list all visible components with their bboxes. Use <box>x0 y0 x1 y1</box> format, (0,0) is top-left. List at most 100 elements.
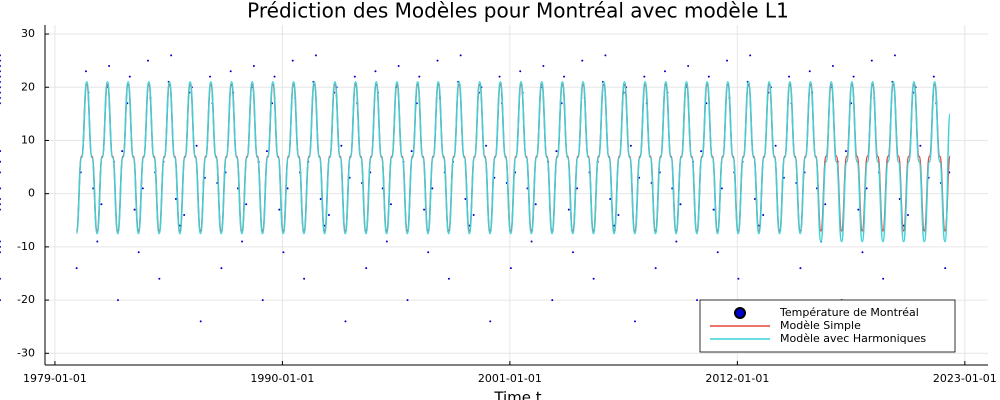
data-point <box>340 144 343 147</box>
data-point <box>687 64 690 67</box>
data-point <box>530 240 533 243</box>
x-axis-label: Time t <box>493 389 541 400</box>
data-point <box>633 320 636 323</box>
data-point <box>195 144 198 147</box>
data-point <box>679 203 682 206</box>
x-tick-label: 1979-01-01 <box>23 372 87 385</box>
data-point <box>808 70 811 73</box>
y-tick-label: 10 <box>21 133 35 146</box>
data-point <box>831 64 834 67</box>
y-tick-label: -30 <box>17 346 35 359</box>
data-point <box>459 54 462 57</box>
data-point <box>542 64 545 67</box>
data-point <box>0 64 1 67</box>
data-point <box>245 203 248 206</box>
data-point <box>84 70 87 73</box>
data-point <box>96 240 99 243</box>
data-point <box>675 240 678 243</box>
data-point <box>654 267 657 270</box>
data-point <box>581 59 584 62</box>
data-point <box>0 150 1 153</box>
data-point <box>0 203 1 206</box>
data-point <box>278 208 281 211</box>
data-point <box>0 91 1 94</box>
data-point <box>353 75 356 78</box>
data-point <box>0 96 1 99</box>
data-point <box>485 144 488 147</box>
data-point <box>509 267 512 270</box>
data-point <box>629 144 632 147</box>
data-point <box>0 277 1 280</box>
legend-marker <box>734 307 746 319</box>
data-point <box>427 251 430 254</box>
data-point <box>137 251 140 254</box>
data-point <box>423 208 426 211</box>
data-point <box>0 245 1 248</box>
data-point <box>944 267 947 270</box>
data-point <box>273 75 276 78</box>
data-point <box>286 187 289 190</box>
data-point <box>519 70 522 73</box>
data-point <box>472 213 475 216</box>
data-point <box>406 299 409 302</box>
data-point <box>447 277 450 280</box>
x-tick-label: 2023-01-01 <box>933 372 997 385</box>
data-point <box>220 267 223 270</box>
data-point <box>0 187 1 190</box>
legend-label: Modèle avec Harmoniques <box>780 332 926 345</box>
data-point <box>716 251 719 254</box>
data-point <box>133 208 136 211</box>
data-point <box>0 75 1 78</box>
data-point <box>174 197 177 200</box>
data-point <box>865 187 868 190</box>
data-point <box>0 80 1 83</box>
data-point <box>0 86 1 89</box>
data-point <box>753 197 756 200</box>
data-point <box>183 213 186 216</box>
data-point <box>199 320 202 323</box>
data-point <box>141 187 144 190</box>
data-point <box>712 208 715 211</box>
data-point <box>774 144 777 147</box>
data-point <box>576 187 579 190</box>
data-point <box>737 277 740 280</box>
data-point <box>663 70 666 73</box>
data-point <box>431 187 434 190</box>
data-point <box>0 59 1 62</box>
data-point <box>327 213 330 216</box>
data-point <box>707 75 710 78</box>
data-point <box>824 203 827 206</box>
data-point <box>365 267 368 270</box>
data-point <box>852 75 855 78</box>
data-point <box>799 267 802 270</box>
data-point <box>857 208 860 211</box>
data-point <box>489 320 492 323</box>
data-point <box>592 277 595 280</box>
data-point <box>265 150 268 153</box>
data-point <box>861 251 864 254</box>
data-point <box>696 299 699 302</box>
data-point <box>314 54 317 57</box>
data-point <box>906 213 909 216</box>
data-point <box>551 299 554 302</box>
data-point <box>121 150 124 153</box>
data-point <box>617 213 620 216</box>
data-point <box>788 75 791 78</box>
data-point <box>158 277 161 280</box>
data-point <box>563 75 566 78</box>
data-point <box>0 299 1 302</box>
data-point <box>291 59 294 62</box>
data-line <box>75 81 951 243</box>
data-point <box>108 64 111 67</box>
data-point <box>0 54 1 57</box>
data-point <box>410 150 413 153</box>
y-tick-label: 20 <box>21 80 35 93</box>
data-point <box>209 75 212 78</box>
data-point <box>252 64 255 67</box>
data-point <box>604 54 607 57</box>
data-point <box>567 208 570 211</box>
data-point <box>932 75 935 78</box>
data-point <box>0 240 1 243</box>
data-point <box>882 277 885 280</box>
